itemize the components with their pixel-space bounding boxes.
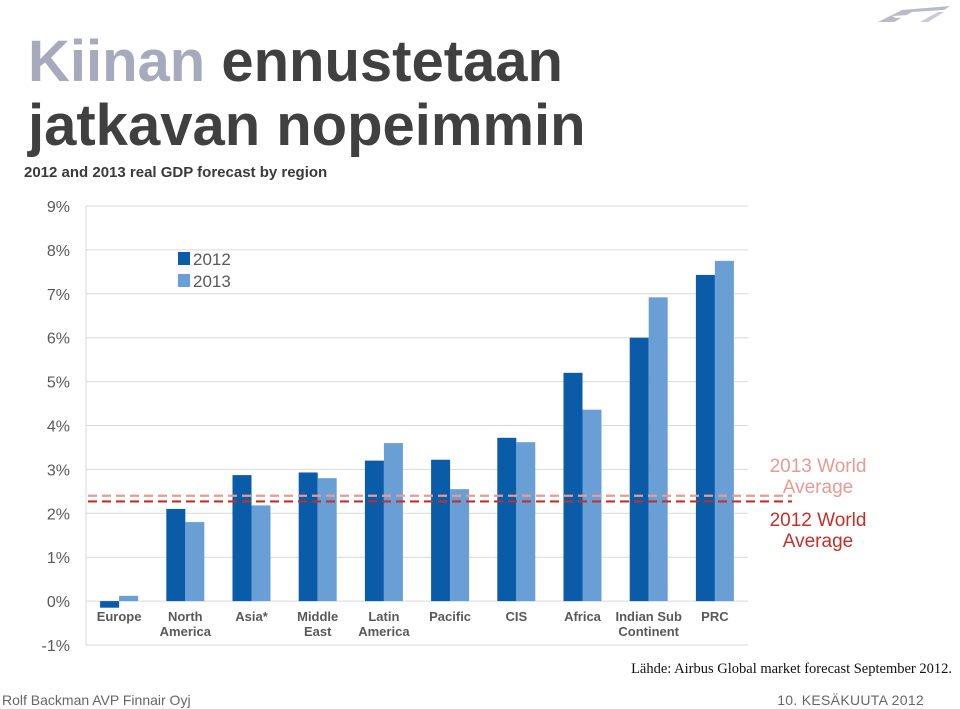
reference-label: 2013 World bbox=[770, 456, 867, 477]
bar-2013 bbox=[648, 297, 668, 602]
y-tick-label: 4% bbox=[47, 419, 70, 436]
x-tick-label: East bbox=[304, 624, 332, 639]
footer-author: Rolf Backman AVP Finnair Oyj bbox=[2, 692, 191, 708]
bar-2013 bbox=[317, 478, 337, 602]
bar-2012 bbox=[100, 601, 120, 608]
bar-2012 bbox=[695, 274, 715, 602]
bar-2012 bbox=[563, 372, 583, 602]
x-tick-label: Asia* bbox=[235, 609, 268, 624]
x-tick-label: Continent bbox=[618, 624, 679, 639]
y-tick-label: 2% bbox=[47, 506, 70, 523]
reference-label: 2012 World bbox=[770, 510, 867, 531]
bar-2012 bbox=[629, 337, 649, 602]
y-tick-label: 7% bbox=[47, 287, 70, 304]
x-tick-label: Middle bbox=[297, 609, 338, 624]
slide-title: Kiinan ennustetaan jatkavan nopeimmin bbox=[28, 30, 586, 158]
y-tick-label: 3% bbox=[47, 462, 70, 479]
bar-2013 bbox=[383, 443, 403, 602]
bar-2013 bbox=[450, 489, 470, 602]
x-tick-label: Europe bbox=[97, 609, 142, 624]
source-note: Lähde: Airbus Global market forecast Sep… bbox=[631, 661, 952, 677]
footer-date: 10. KESÄKUUTA 2012 bbox=[777, 692, 924, 708]
chart-title: 2012 and 2013 real GDP forecast by regio… bbox=[24, 164, 328, 181]
bar-2012 bbox=[431, 459, 451, 602]
bar-2012 bbox=[298, 472, 318, 602]
legend-swatch bbox=[178, 274, 190, 287]
x-tick-label: CIS bbox=[505, 609, 527, 624]
legend-label: 2013 bbox=[193, 272, 231, 291]
bar-2012 bbox=[166, 508, 186, 602]
y-tick-label: -1% bbox=[42, 638, 70, 655]
title-accent: Kiinan bbox=[28, 29, 206, 94]
title-rest: ennustetaan bbox=[221, 29, 563, 94]
gdp-chart: -1%0%1%2%3%4%5%6%7%8%9%Europe NorthAmeric… bbox=[42, 199, 867, 655]
bar-2012 bbox=[232, 475, 252, 602]
x-tick-label: America bbox=[160, 624, 212, 639]
bar-2013 bbox=[714, 260, 734, 602]
y-tick-label: 9% bbox=[47, 199, 70, 216]
bar-2012 bbox=[497, 437, 517, 602]
bar-2013 bbox=[185, 522, 205, 602]
y-tick-label: 0% bbox=[47, 594, 70, 611]
y-tick-label: 8% bbox=[47, 243, 70, 260]
x-tick-label: PRC bbox=[701, 609, 729, 624]
x-tick-label: Latin bbox=[368, 609, 399, 624]
reference-label: Average bbox=[783, 477, 853, 498]
bar-2013 bbox=[582, 409, 602, 602]
finnair-logo-icon bbox=[878, 6, 950, 22]
y-tick-label: 1% bbox=[47, 550, 70, 567]
y-tick-label: 5% bbox=[47, 375, 70, 392]
x-tick-label: Pacific bbox=[429, 609, 471, 624]
x-tick-label: Africa bbox=[564, 609, 602, 624]
x-tick-label: North bbox=[168, 609, 203, 624]
reference-label: Average bbox=[783, 531, 853, 552]
y-tick-label: 6% bbox=[47, 331, 70, 348]
x-tick-label: Indian Sub bbox=[615, 609, 682, 624]
bar-2013 bbox=[119, 595, 139, 602]
x-tick-label: America bbox=[358, 624, 410, 639]
legend-swatch bbox=[178, 252, 190, 265]
bar-2012 bbox=[364, 460, 384, 602]
bar-2013 bbox=[516, 442, 536, 602]
bar-2013 bbox=[251, 505, 271, 602]
legend-label: 2012 bbox=[193, 250, 231, 269]
title-line2: jatkavan nopeimmin bbox=[28, 93, 586, 158]
